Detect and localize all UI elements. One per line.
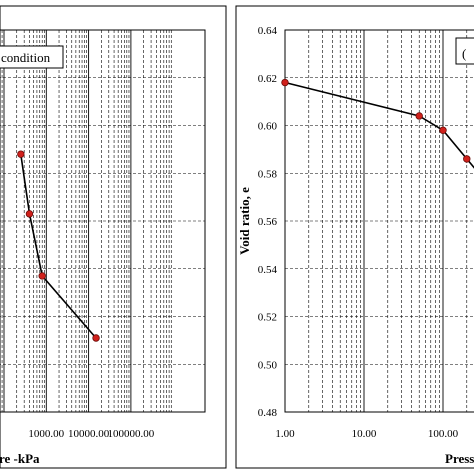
right-y-tick-label: 0.50 <box>258 359 278 371</box>
left-panel-frame <box>0 5 227 469</box>
left-x-tick-label: 1000.00 <box>28 428 64 440</box>
left-data-point <box>25 210 34 218</box>
right-x-axis-title: Press <box>445 451 474 466</box>
right-x-tick-labels: 1.00 10.00 100.00 <box>275 428 458 440</box>
right-plot-grid <box>284 30 474 412</box>
right-y-axis-title: Void ratio, e <box>237 187 252 255</box>
left-legend-label: condition <box>1 50 51 65</box>
right-data-point <box>439 126 447 134</box>
left-data-point <box>38 272 46 280</box>
right-panel-frame <box>235 5 474 469</box>
left-series-line <box>20 154 97 339</box>
right-data-point <box>463 155 471 163</box>
right-y-tick-labels: 0.48 0.50 0.52 0.54 0.56 0.58 0.60 0.62 0.64 <box>258 25 278 419</box>
left-legend-box <box>0 45 64 69</box>
left-data-point <box>17 150 25 158</box>
left-x-tick-label: 10000.00 <box>68 428 110 440</box>
right-y-tick-label: 0.56 <box>258 216 278 228</box>
right-y-tick-label: 0.64 <box>258 25 278 37</box>
right-y-tick-label: 0.62 <box>258 73 277 85</box>
right-legend-box <box>455 37 474 65</box>
right-legend-label: ( <box>462 46 466 61</box>
right-y-tick-label: 0.52 <box>258 312 277 324</box>
right-y-tick-label: 0.60 <box>258 121 278 133</box>
right-data-point <box>281 78 289 87</box>
right-x-tick-label: 10.00 <box>352 428 377 440</box>
left-x-axis-title: re -kPa <box>0 451 40 466</box>
left-data-point <box>92 334 100 342</box>
left-plot-border <box>0 29 206 413</box>
left-series <box>17 150 100 342</box>
left-x-tick-label: 100000.00 <box>108 428 155 440</box>
left-plot-grid <box>0 30 205 412</box>
right-data-point <box>415 112 423 120</box>
right-x-tick-label: 100.00 <box>428 428 459 440</box>
right-x-tick-label: 1.00 <box>275 428 295 440</box>
right-y-tick-label: 0.48 <box>258 407 278 419</box>
right-series <box>281 78 474 169</box>
right-plot-border <box>284 29 474 413</box>
right-y-tick-label: 0.58 <box>258 168 278 180</box>
right-y-tick-label: 0.54 <box>258 264 278 276</box>
